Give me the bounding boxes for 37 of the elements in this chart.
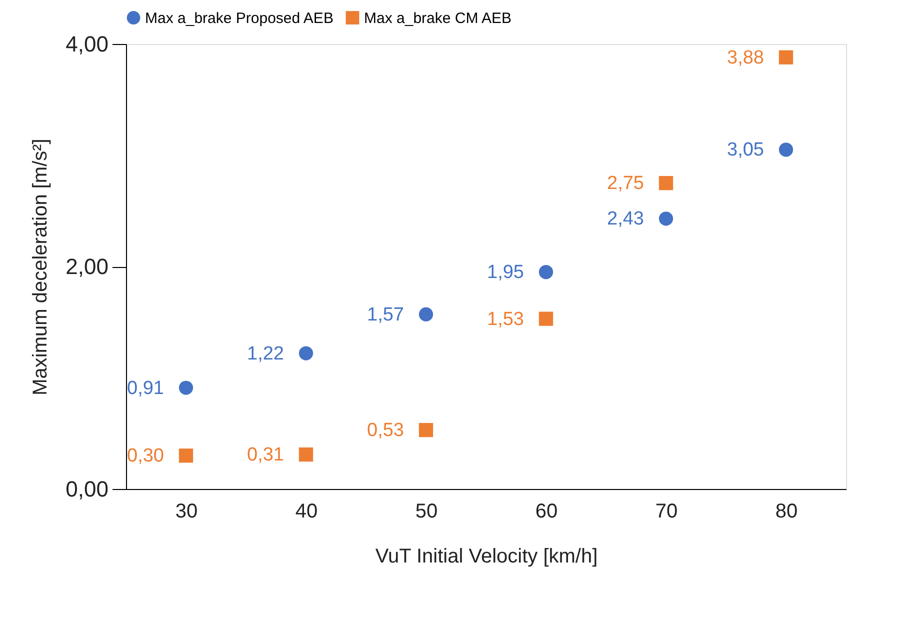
- legend-label: Max a_brake Proposed AEB: [145, 10, 334, 27]
- y-tick-label: 0,00: [66, 476, 108, 502]
- point: [298, 447, 314, 462]
- data-label: 1,22: [247, 343, 284, 364]
- point: [298, 346, 314, 360]
- x-tick-label: 60: [535, 500, 558, 522]
- data-label: 2,43: [607, 208, 644, 230]
- point: [178, 380, 194, 395]
- data-label: 2,75: [607, 173, 644, 194]
- point: [538, 312, 554, 326]
- point: [418, 307, 434, 322]
- x-axis-title: VuT Initial Velocity [km/h]: [375, 546, 598, 568]
- y-tick-label: 2,00: [66, 254, 108, 279]
- point: [178, 448, 194, 463]
- data-label: 0,53: [367, 420, 404, 442]
- x-tick-label: 80: [775, 500, 798, 522]
- point: [658, 212, 674, 226]
- data-label: 1,53: [487, 308, 524, 330]
- point: [418, 422, 434, 438]
- data-label: 3,05: [727, 140, 764, 161]
- x-tick-label: 30: [175, 500, 198, 522]
- data-label: 1,95: [487, 262, 524, 284]
- data-label: 0,30: [127, 446, 164, 467]
- y-axis-title: Maximum deceleration [m/s²]: [30, 138, 52, 396]
- data-label: 0,91: [127, 378, 164, 399]
- y-tick-label: 4,00: [66, 32, 108, 56]
- point: [538, 265, 554, 280]
- data-label: 1,57: [367, 304, 404, 326]
- data-label: 0,31: [247, 444, 284, 466]
- data-label: 3,88: [727, 47, 764, 68]
- legend-label: Max a_brake CM AEB: [364, 10, 512, 27]
- point: [778, 142, 794, 157]
- point: [658, 176, 674, 190]
- x-tick-label: 70: [655, 500, 678, 522]
- point: [778, 50, 794, 64]
- x-tick-label: 40: [295, 500, 318, 522]
- x-tick-label: 50: [415, 500, 438, 522]
